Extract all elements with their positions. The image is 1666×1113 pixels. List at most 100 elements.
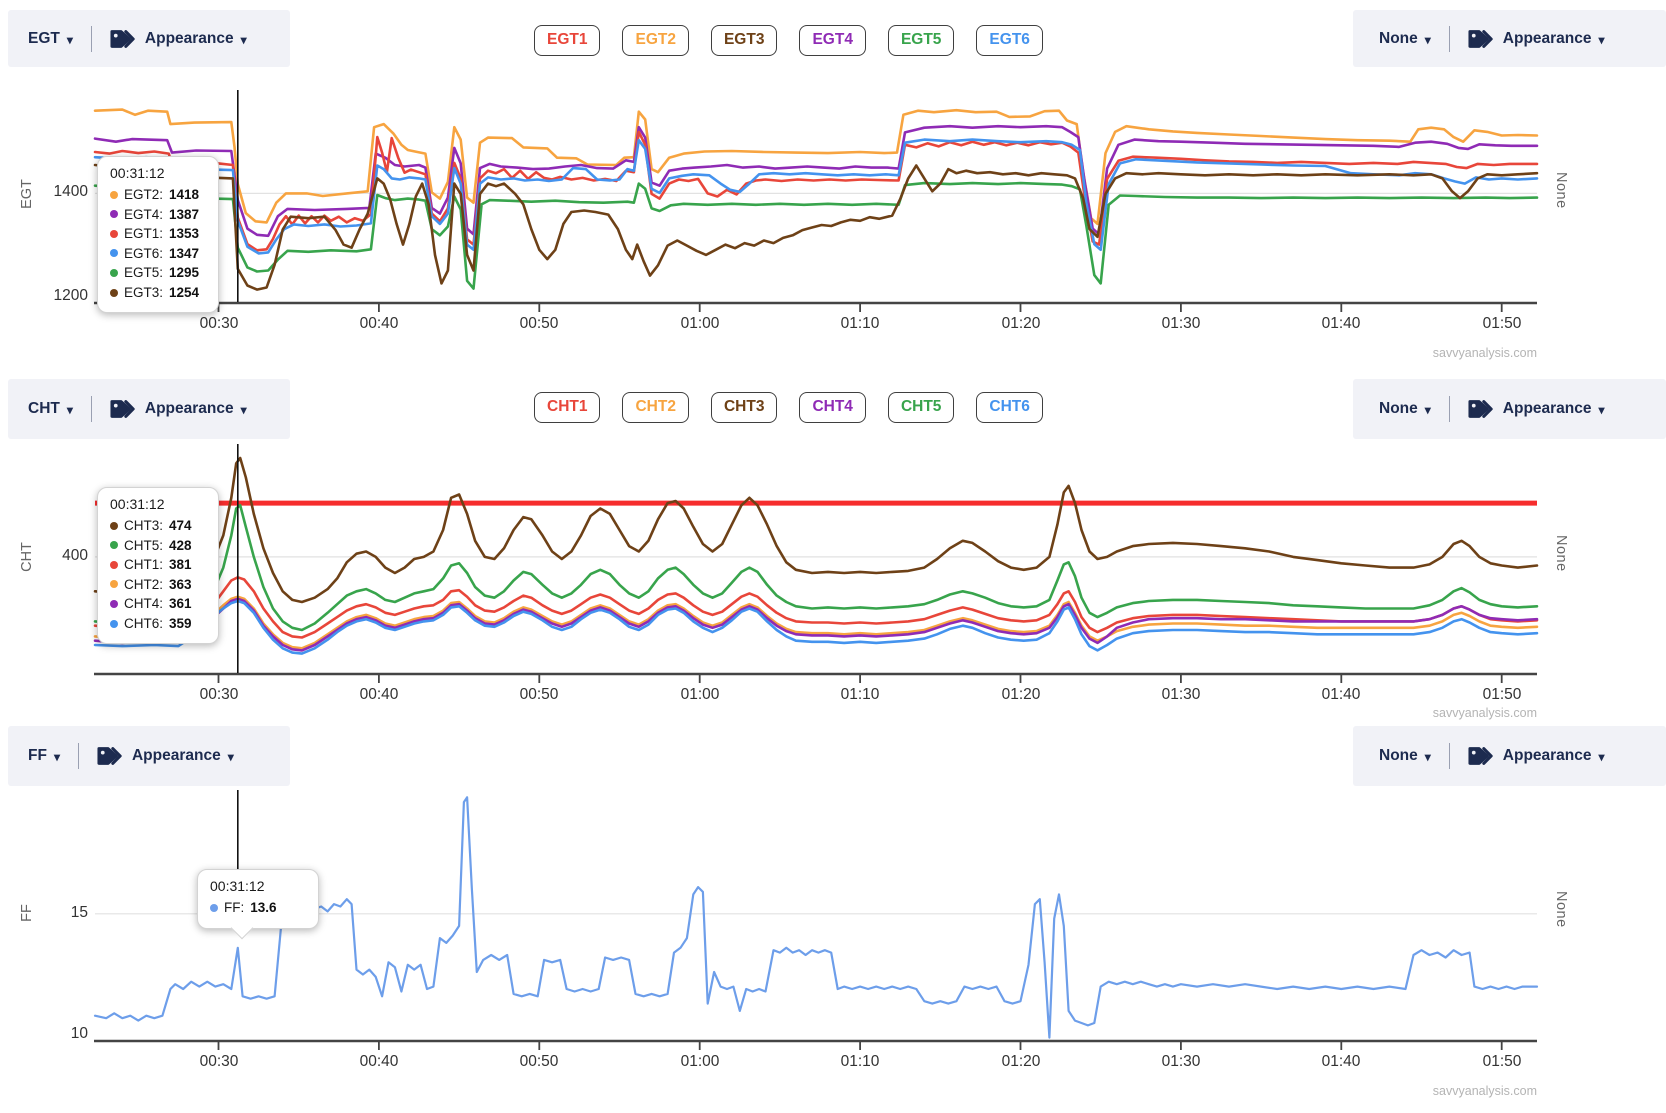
egt-header-left-panel: EGT ▾ Appearance ▾	[8, 10, 290, 67]
egt-metric-dropdown[interactable]: EGT ▾	[28, 30, 73, 48]
egt4-legend-button[interactable]: EGT4	[799, 25, 866, 56]
tooltip-series-value: 381	[169, 557, 192, 573]
tag-icon	[1468, 747, 1493, 765]
series-egt1	[93, 130, 1539, 252]
tag-icon	[110, 400, 135, 418]
series-egt5	[93, 181, 1539, 290]
chevron-down-icon: ▾	[66, 32, 73, 47]
series-cht3	[93, 456, 1539, 604]
egt-appearance-dropdown[interactable]: Appearance ▾	[110, 28, 247, 50]
tooltip-row: CHT4: 361	[110, 594, 206, 614]
tooltip-time: 00:31:12	[210, 878, 265, 894]
tooltip-series-value: 1387	[169, 206, 200, 222]
cht2-legend-button[interactable]: CHT2	[622, 392, 689, 423]
tag-icon	[110, 29, 135, 48]
tooltip-row: CHT3: 474	[110, 516, 206, 536]
egt5-legend-button[interactable]: EGT5	[887, 25, 955, 56]
ff-right-series-label: None	[1379, 747, 1418, 764]
chevron-down-icon: ▾	[1424, 32, 1431, 47]
egt-appearance-label: Appearance	[144, 29, 234, 47]
egt2-legend-button[interactable]: EGT2	[622, 25, 689, 56]
chevron-down-icon: ▾	[1598, 750, 1605, 764]
tooltip-row: EGT4: 1387	[110, 205, 206, 225]
cht4-legend-button[interactable]: CHT4	[799, 392, 866, 423]
tooltip-series-value: 1353	[169, 226, 200, 242]
tooltip-series-label: EGT2:	[124, 187, 164, 202]
tooltip-series-label: EGT5:	[124, 265, 164, 281]
cht6-legend-button[interactable]: CHT6	[976, 392, 1043, 423]
ff-cursor-tooltip: 00:31:12 FF: 13.6	[197, 869, 319, 929]
tooltip-series-value: 361	[169, 596, 192, 612]
series-dot-icon	[110, 560, 118, 569]
cht-appearance-dropdown[interactable]: Appearance ▾	[110, 398, 247, 420]
series-dot-icon	[110, 190, 118, 199]
cht-header-left-panel: CHT ▾ Appearance ▾	[8, 379, 290, 439]
cht-appearance-label: Appearance	[144, 400, 234, 417]
tooltip-series-value: 1254	[169, 284, 200, 300]
cht3-legend-button[interactable]: CHT3	[710, 392, 778, 423]
chevron-down-icon: ▾	[1424, 403, 1431, 417]
egt-right-appearance-dropdown[interactable]: Appearance ▾	[1468, 28, 1605, 50]
series-cht4	[93, 597, 1539, 652]
series-dot-icon	[110, 600, 118, 609]
divider	[90, 396, 92, 422]
tooltip-series-label: CHT4:	[124, 596, 164, 612]
tooltip-series-label: EGT6:	[124, 245, 164, 261]
tooltip-row: EGT5: 1295	[110, 263, 206, 283]
series-egt2	[93, 108, 1539, 226]
series-cht6	[93, 599, 1539, 655]
tooltip-series-value: 363	[169, 576, 192, 592]
divider	[90, 25, 92, 52]
ff-right-appearance-dropdown[interactable]: Appearance ▾	[1468, 745, 1605, 767]
tooltip-series-label: CHT1:	[124, 557, 164, 573]
egt3-legend-button[interactable]: EGT3	[710, 25, 778, 56]
tag-icon	[1468, 29, 1493, 48]
tooltip-row: EGT6: 1347	[110, 244, 206, 264]
egt1-legend-button[interactable]: EGT1	[534, 25, 601, 56]
cht5-legend-button[interactable]: CHT5	[887, 392, 955, 423]
cht-metric-dropdown[interactable]: CHT ▾	[28, 400, 73, 418]
egt-header-right-panel: None ▾ Appearance ▾	[1353, 10, 1666, 67]
ff-appearance-label: Appearance	[131, 747, 221, 764]
ff-right-appearance-label: Appearance	[1502, 747, 1592, 764]
tooltip-series-label: CHT3:	[124, 518, 164, 533]
egt6-legend-button[interactable]: EGT6	[976, 25, 1043, 56]
ff-right-series-dropdown[interactable]: None ▾	[1379, 747, 1431, 765]
chevron-down-icon: ▾	[66, 403, 73, 417]
tooltip-row: FF: 13.6	[210, 898, 306, 918]
ff-metric-dropdown[interactable]: FF ▾	[28, 747, 60, 765]
series-cht5	[93, 503, 1539, 632]
ff-header-left-panel: FF ▾ Appearance ▾	[8, 726, 290, 786]
ff-metric-dropdown-label: FF	[28, 747, 47, 764]
tooltip-series-value: 1418	[169, 187, 200, 202]
egt-cursor-tooltip: 00:31:12 EGT2: 1418 EGT4: 1387 EGT1: 1353 EG…	[97, 156, 219, 314]
cht1-legend-button[interactable]: CHT1	[534, 392, 601, 423]
tooltip-series-value: 1347	[169, 245, 200, 261]
chevron-down-icon: ▾	[53, 750, 60, 764]
tooltip-row: EGT3: 1254	[110, 283, 206, 303]
series-dot-icon	[110, 541, 118, 550]
tooltip-series-value: 359	[169, 615, 192, 631]
series-dot-icon	[110, 580, 118, 589]
divider	[1448, 396, 1450, 422]
tooltip-row: EGT2: 1418	[110, 185, 206, 205]
tooltip-time: 00:31:12	[110, 165, 165, 181]
tooltip-series-value: 13.6	[250, 900, 277, 915]
series-dot-icon	[110, 521, 118, 530]
series-egt3	[93, 163, 1539, 291]
cht-metric-dropdown-label: CHT	[28, 400, 60, 417]
ff-header-right-panel: None ▾ Appearance ▾	[1353, 726, 1666, 786]
cht-right-appearance-dropdown[interactable]: Appearance ▾	[1468, 398, 1605, 420]
series-cht1	[93, 575, 1539, 639]
tooltip-series-value: 428	[169, 537, 192, 553]
tooltip-series-label: EGT4:	[124, 206, 164, 222]
chevron-down-icon: ▾	[240, 403, 247, 417]
tooltip-series-label: CHT2:	[124, 576, 164, 592]
series-dot-icon	[110, 229, 118, 238]
series-dot-icon	[210, 903, 218, 912]
chevron-down-icon: ▾	[1598, 32, 1605, 47]
cht-right-series-dropdown[interactable]: None ▾	[1379, 400, 1431, 418]
ff-appearance-dropdown[interactable]: Appearance ▾	[97, 745, 234, 767]
egt-right-series-dropdown[interactable]: None ▾	[1379, 30, 1431, 48]
